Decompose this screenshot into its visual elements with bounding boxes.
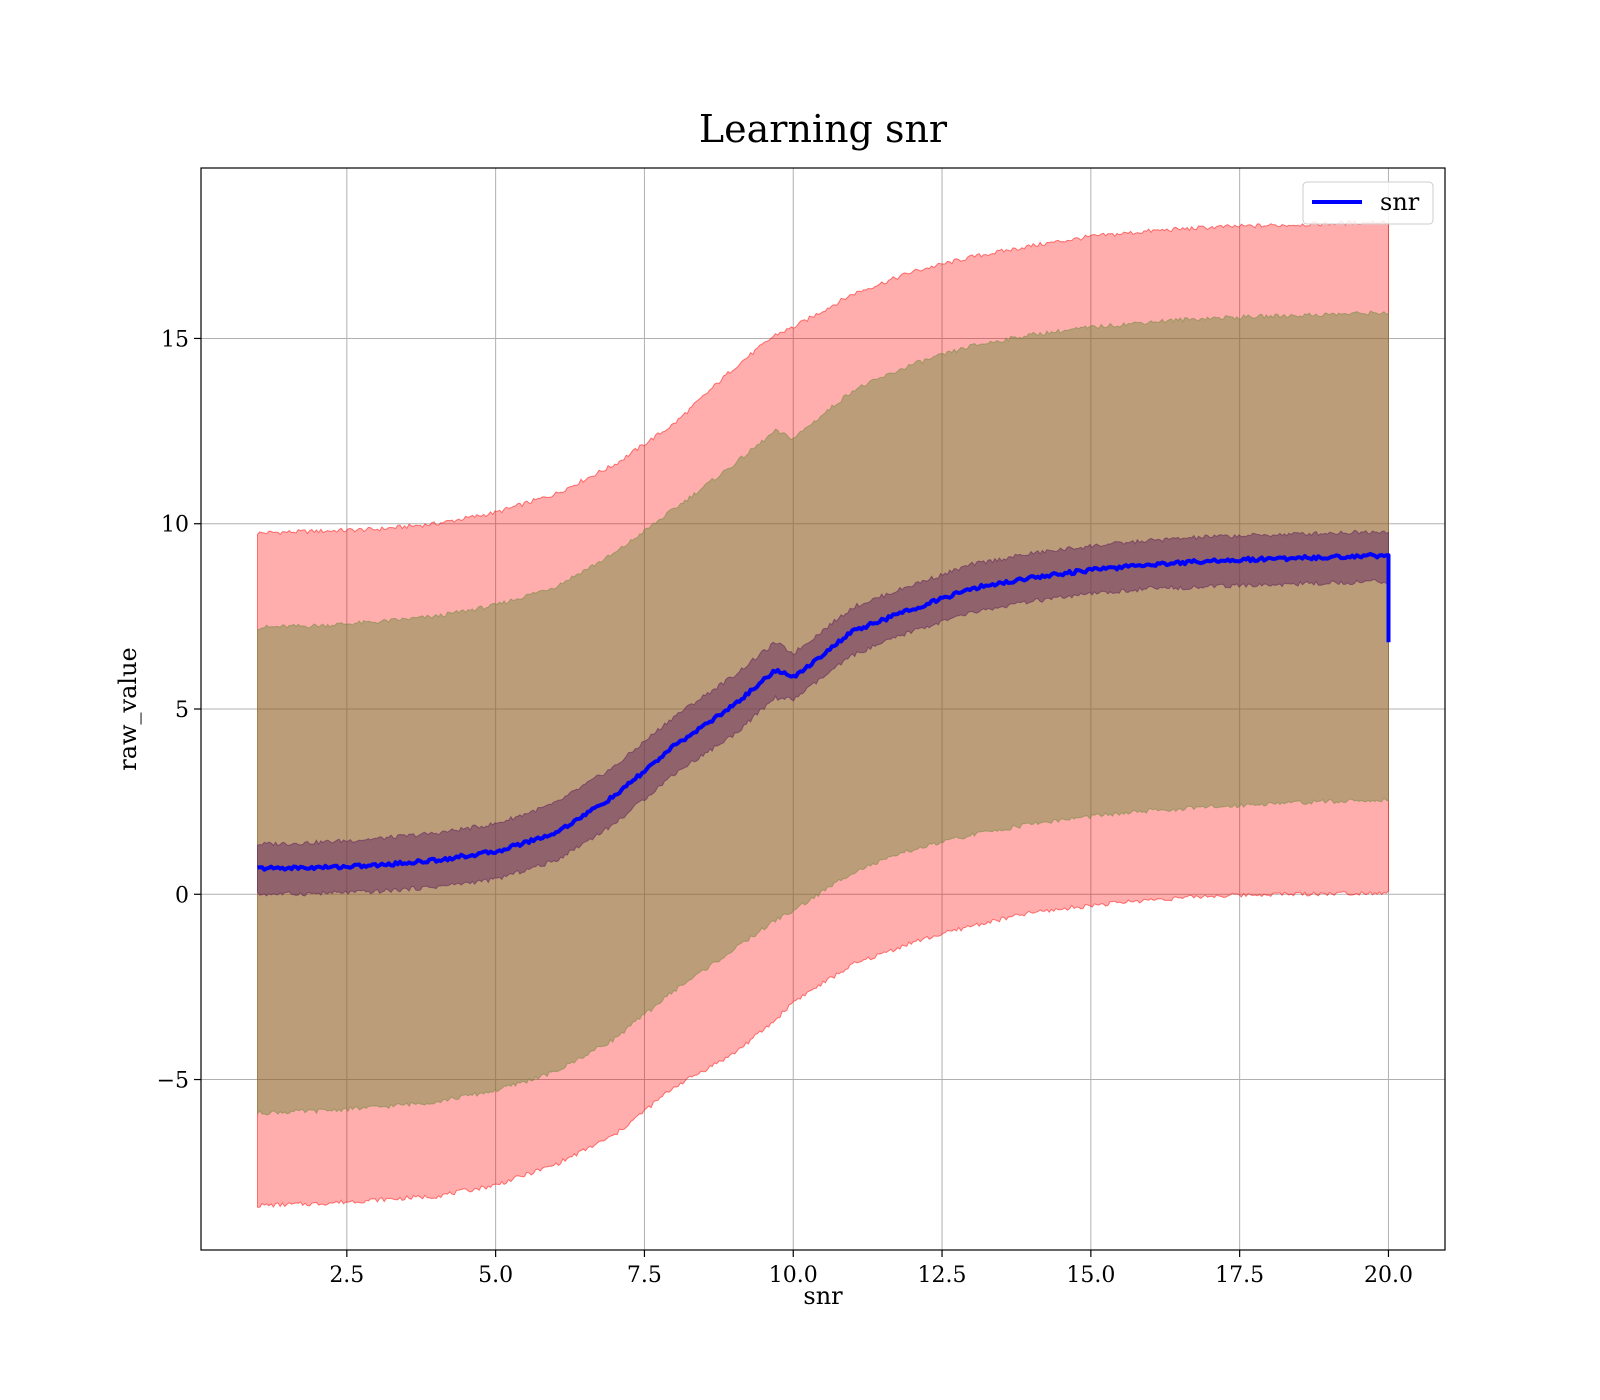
y-tick-label: 10 xyxy=(161,513,189,538)
x-tick-label: 12.5 xyxy=(918,1263,967,1288)
confidence-bands xyxy=(257,220,1389,1208)
y-tick-label: 15 xyxy=(161,327,189,352)
axis-ticks: 2.5 5.0 7.5 10.0 12.5 15.0 17.5 20.0 −5 0 5 10 15 xyxy=(157,327,1413,1288)
y-axis-label: raw_value xyxy=(114,647,142,771)
x-tick-label: 10.0 xyxy=(769,1263,818,1288)
chart-title: Learning snr xyxy=(699,107,948,151)
y-tick-label: 0 xyxy=(175,883,189,908)
legend-label-snr: snr xyxy=(1380,188,1420,216)
x-tick-label: 17.5 xyxy=(1215,1263,1264,1288)
series-lines xyxy=(257,552,1391,872)
x-tick-label: 2.5 xyxy=(329,1263,364,1288)
x-tick-label: 15.0 xyxy=(1066,1263,1115,1288)
confidence-band-2 xyxy=(257,310,1389,1116)
confidence-band-1 xyxy=(257,220,1389,1208)
x-tick-label: 7.5 xyxy=(627,1263,662,1288)
legend: snr xyxy=(1302,181,1434,225)
y-tick-label: 5 xyxy=(175,698,189,723)
x-axis-label: snr xyxy=(803,1282,843,1310)
y-tick-label: −5 xyxy=(157,1069,189,1094)
x-tick-label: 20.0 xyxy=(1364,1263,1413,1288)
legend-box xyxy=(1302,181,1434,225)
x-tick-label: 5.0 xyxy=(478,1263,513,1288)
series-line-snr xyxy=(257,552,1391,872)
